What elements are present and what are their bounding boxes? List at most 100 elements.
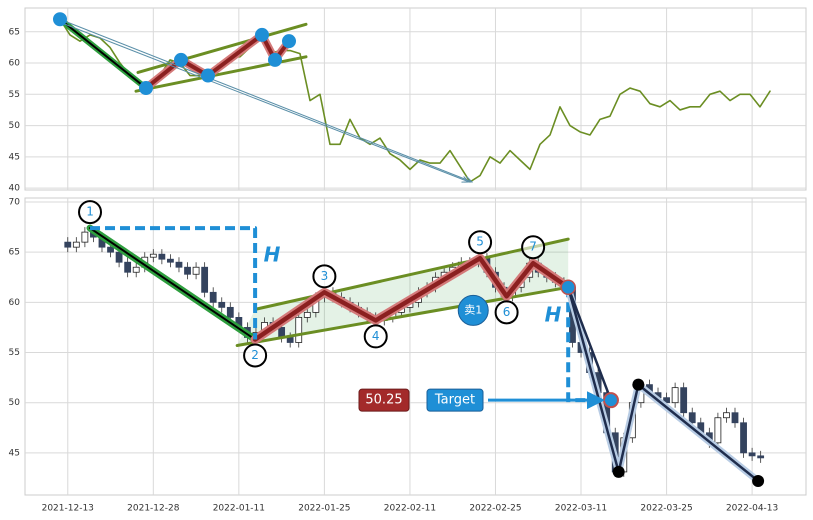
- forecast-path: [566, 286, 760, 483]
- x-tick-label: 2021-12-28: [127, 504, 180, 514]
- candle-body: [688, 412, 696, 424]
- pivot-marker: [521, 235, 546, 260]
- candle-body: [218, 301, 226, 308]
- candle-body: [209, 291, 217, 303]
- x-tick-label: 2022-02-25: [469, 504, 521, 514]
- candle-body: [731, 412, 739, 424]
- forecast-point: [612, 465, 625, 478]
- y-tick-label: 45: [9, 448, 20, 458]
- candle-body: [740, 422, 747, 454]
- channel-lower: [235, 285, 570, 347]
- breakout-point: [560, 279, 576, 296]
- y-tick-label: 65: [9, 248, 20, 258]
- pivot-label: 6: [503, 305, 511, 319]
- pivot: [53, 12, 67, 27]
- candle-body: [723, 412, 730, 419]
- y-tick-label: 55: [9, 90, 20, 100]
- pivot-label: 7: [529, 240, 537, 254]
- channel-upper: [253, 237, 570, 311]
- candle-body: [149, 253, 157, 258]
- candle-body: [81, 231, 89, 243]
- y-tick-label: 60: [9, 298, 21, 308]
- target-box: [426, 388, 484, 412]
- candle-body: [64, 241, 72, 248]
- projection-arrow: [59, 21, 469, 182]
- target-price: 50.25: [365, 393, 402, 408]
- pivot: [201, 68, 215, 83]
- pivot: [255, 27, 269, 42]
- channel-upper: [136, 22, 308, 74]
- candle-body: [184, 266, 191, 275]
- x-tick-label: 2022-03-25: [640, 504, 692, 514]
- candle-body: [201, 266, 209, 293]
- pivot-marker: [243, 343, 268, 368]
- down-trend-core: [89, 227, 257, 341]
- bottom-panel: [24, 197, 807, 496]
- target-point: [602, 392, 619, 409]
- pivot-label: 1: [86, 205, 94, 219]
- pivot: [174, 52, 188, 67]
- pivot: [268, 52, 282, 67]
- pivot-label: 2: [251, 348, 259, 362]
- candle-body: [295, 317, 303, 343]
- candle-body: [132, 266, 140, 273]
- trend-line-core: [59, 18, 147, 90]
- candle-body: [286, 337, 294, 343]
- y-tick-label: 65: [9, 27, 20, 37]
- pivot-label: 4: [372, 329, 380, 343]
- x-tick-label: 2022-04-13: [726, 504, 778, 514]
- candle-body: [107, 246, 114, 253]
- candle-body: [748, 452, 756, 457]
- sell-signal: [457, 294, 489, 326]
- pivot-marker: [363, 324, 388, 349]
- x-tick-label: 2022-01-25: [298, 504, 350, 514]
- candle-body: [72, 241, 80, 248]
- candle-body: [192, 266, 200, 275]
- target-label: Target: [434, 393, 475, 408]
- measure-dash: [90, 226, 258, 340]
- candle-body: [115, 251, 123, 263]
- pivot-marker: [494, 300, 519, 325]
- pivot-label: 5: [476, 235, 484, 249]
- x-tick-label: 2022-03-11: [555, 504, 607, 514]
- projection-arrow: [59, 18, 472, 182]
- y-tick-label: 55: [9, 348, 20, 358]
- pivot-marker: [78, 200, 103, 225]
- pivot-label: 3: [321, 269, 329, 283]
- zigzag-core: [252, 255, 571, 342]
- y-tick-label: 45: [9, 152, 20, 162]
- sell-label: 卖1: [464, 303, 482, 316]
- x-tick-label: 2022-01-11: [213, 504, 265, 514]
- candle-body: [226, 306, 234, 318]
- pivot-marker: [312, 264, 337, 289]
- candle-body: [680, 387, 688, 414]
- candle-body: [714, 417, 722, 444]
- y-tick-label: 50: [9, 121, 21, 131]
- candle-body: [158, 253, 166, 260]
- candle-body: [303, 311, 311, 318]
- candle-body: [671, 387, 679, 404]
- candle-body: [175, 261, 183, 268]
- y-tick-label: 40: [9, 184, 21, 194]
- pivot: [139, 81, 153, 96]
- pivot-marker: [468, 230, 493, 255]
- top-panel: [24, 7, 807, 191]
- x-tick-label: 2021-12-13: [42, 504, 94, 514]
- candle-body: [757, 455, 765, 459]
- projection-line: [567, 286, 613, 401]
- y-tick-label: 50: [9, 398, 21, 408]
- forecast-point: [632, 378, 645, 391]
- candle-body: [663, 397, 670, 404]
- x-tick-label: 2022-02-11: [384, 504, 436, 514]
- candle-body: [124, 261, 132, 273]
- pivot: [282, 34, 296, 49]
- forecast-point: [752, 474, 765, 487]
- price-box: [358, 388, 410, 412]
- y-tick-label: 70: [9, 198, 21, 208]
- measure-label: H: [264, 243, 281, 267]
- candle-body: [167, 258, 174, 263]
- measure-label: H: [545, 303, 562, 327]
- y-tick-label: 60: [9, 59, 21, 69]
